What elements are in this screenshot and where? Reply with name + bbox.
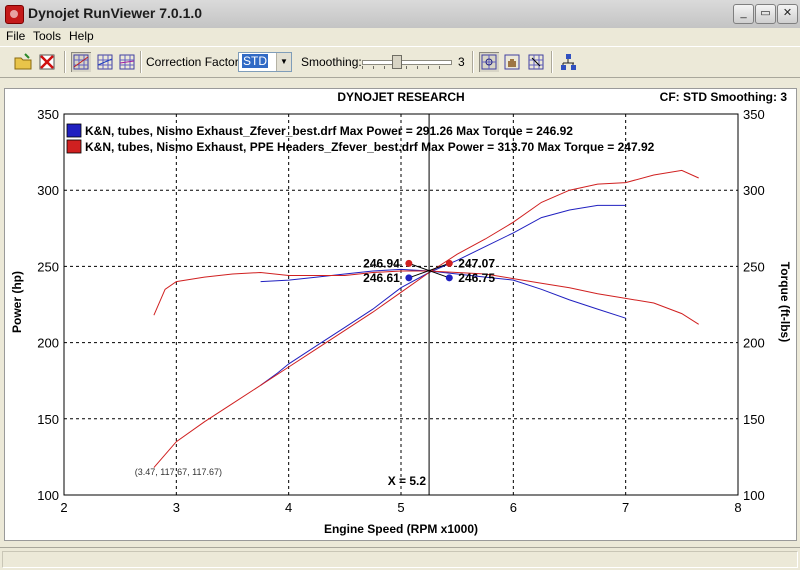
- status-bar: [0, 547, 800, 570]
- cursor-grid-icon[interactable]: [526, 52, 546, 72]
- status-panel: [2, 551, 798, 568]
- legend-entry: K&N, tubes, Nismo Exhaust_Zfever_best.dr…: [85, 124, 573, 138]
- chart-title: DYNOJET RESEARCH: [337, 90, 464, 104]
- y-tick-label: 250: [37, 259, 59, 274]
- series-line-ppe-torque: [153, 270, 699, 325]
- correction-factor-label: Correction Factor:: [146, 55, 243, 69]
- point-value-label: 246.61: [363, 271, 400, 285]
- chevron-down-icon[interactable]: ▼: [276, 53, 291, 71]
- network-icon[interactable]: [558, 52, 578, 72]
- point-marker: [405, 274, 413, 282]
- y-tick-label: 100: [37, 488, 59, 503]
- legend-swatch: [66, 139, 82, 154]
- point-value-label: 246.94: [363, 256, 400, 270]
- x-tick-label: 8: [734, 500, 741, 515]
- y-tick-label: 200: [37, 336, 59, 351]
- y-axis-label: Power (hp): [10, 271, 24, 333]
- smoothing-label: Smoothing:: [301, 55, 362, 69]
- x-tick-label: 5: [397, 500, 404, 515]
- series-line-nismo-torque: [260, 268, 626, 319]
- close-button[interactable]: ✕: [777, 4, 798, 24]
- y2-tick-label: 350: [743, 107, 765, 122]
- x-axis-label: Engine Speed (RPM x1000): [324, 522, 478, 536]
- app-icon: [5, 5, 24, 24]
- menu-file[interactable]: File: [6, 29, 26, 43]
- toolbar: Correction Factor: STD ▼ Smoothing: 3: [0, 46, 800, 78]
- x-tick-label: 2: [60, 500, 67, 515]
- correction-factor-select[interactable]: STD ▼: [238, 52, 292, 72]
- correction-factor-value: STD: [242, 54, 268, 68]
- maximize-button[interactable]: ▭: [755, 4, 776, 24]
- crosshair-line: [408, 262, 450, 279]
- menu-bar: File Tools Help: [0, 28, 800, 46]
- point-marker: [445, 274, 453, 282]
- menu-help[interactable]: Help: [69, 29, 94, 43]
- smoothing-value: 3: [458, 55, 465, 69]
- cursor-label: X = 5.2: [388, 474, 427, 488]
- zoom-grid-icon[interactable]: [479, 52, 499, 72]
- coordinate-readout: (3.47, 117.67, 117.67): [135, 467, 222, 477]
- y2-tick-label: 200: [743, 336, 765, 351]
- open-file-icon[interactable]: [13, 52, 33, 72]
- y-tick-label: 150: [37, 412, 59, 427]
- point-marker: [445, 259, 453, 267]
- grid-view-2-icon[interactable]: [95, 52, 115, 72]
- x-tick-label: 7: [622, 500, 629, 515]
- menu-tools[interactable]: Tools: [33, 29, 62, 43]
- y2-axis-label: Torque (ft-lbs): [778, 262, 792, 342]
- title-bar: Dynojet RunViewer 7.0.1.0 _ ▭ ✕: [0, 0, 800, 29]
- x-tick-label: 3: [173, 500, 180, 515]
- legend-swatch: [66, 123, 82, 138]
- y-tick-label: 350: [37, 107, 59, 122]
- x-tick-label: 6: [510, 500, 517, 515]
- chart-legend: K&N, tubes, Nismo Exhaust_Zfever_best.dr…: [66, 123, 655, 154]
- y-tick-label: 300: [37, 183, 59, 198]
- x-tick-label: 4: [285, 500, 292, 515]
- legend-entry: K&N, tubes, Nismo Exhaust, PPE Headers_Z…: [85, 140, 655, 154]
- grid-view-1-icon[interactable]: [71, 52, 91, 72]
- smoothing-slider[interactable]: [362, 55, 452, 69]
- close-run-icon[interactable]: [37, 52, 57, 72]
- point-marker: [405, 259, 413, 267]
- chart-panel: 2 3 4 5 6 7 8 100 150 200 250 300 350 100 150 200 250 300…: [4, 88, 797, 541]
- y2-tick-label: 300: [743, 183, 765, 198]
- y2-tick-label: 100: [743, 488, 765, 503]
- point-value-label: 246.75: [458, 271, 495, 285]
- y2-tick-label: 250: [743, 259, 765, 274]
- point-value-label: 247.07: [458, 256, 495, 270]
- window-title: Dynojet RunViewer 7.0.1.0: [28, 5, 203, 21]
- dyno-chart[interactable]: 2 3 4 5 6 7 8100150200250300350100150200250300…: [5, 89, 796, 540]
- y2-tick-label: 150: [743, 412, 765, 427]
- smoothing-slider-thumb[interactable]: [392, 55, 402, 69]
- plot-area: [63, 113, 739, 496]
- chart-header-info: CF: STD Smoothing: 3: [660, 90, 788, 104]
- pan-hand-icon[interactable]: [502, 52, 522, 72]
- minimize-button[interactable]: _: [733, 4, 754, 24]
- grid-view-3-icon[interactable]: [117, 52, 137, 72]
